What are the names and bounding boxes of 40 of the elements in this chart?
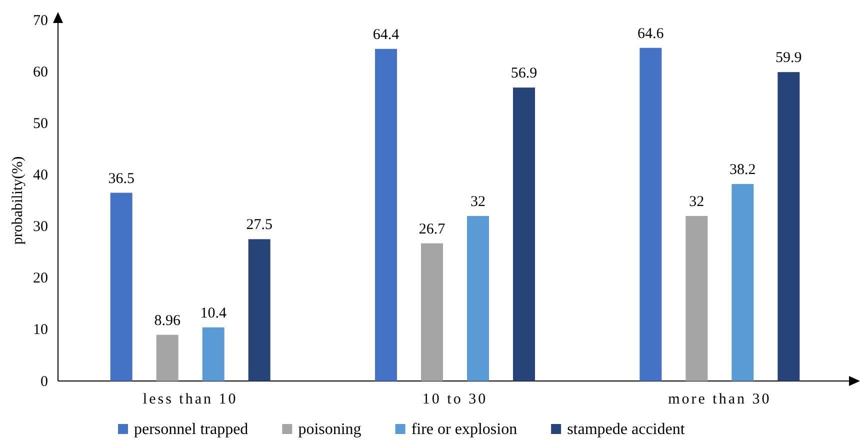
bar (467, 216, 489, 381)
data-label: 32 (470, 194, 486, 210)
legend-label: personnel trapped (134, 421, 248, 438)
y-tick-label: 70 (33, 12, 48, 29)
data-label: 10.4 (200, 305, 227, 322)
legend-label: stampede accident (567, 421, 686, 438)
bar (732, 184, 754, 381)
bar (421, 243, 443, 381)
bar (110, 192, 132, 381)
y-tick-label: 30 (33, 219, 48, 236)
data-label: 27.5 (246, 217, 272, 234)
legend-label: poisoning (298, 421, 362, 438)
y-tick-label: 40 (33, 168, 48, 184)
y-tick-label: 10 (33, 322, 48, 338)
data-label: 26.7 (418, 221, 446, 238)
data-label: 8.96 (154, 312, 181, 329)
bar (156, 334, 178, 381)
y-axis-title: probability(%) (10, 156, 26, 245)
bar (513, 88, 535, 381)
data-label: 36.5 (108, 170, 134, 187)
bar (248, 239, 270, 381)
data-label: 59.9 (776, 50, 802, 66)
bar (778, 72, 800, 381)
data-label: 56.9 (510, 66, 538, 82)
y-tick-label: 50 (33, 116, 48, 132)
y-tick-label: 60 (33, 64, 48, 80)
data-label: 64.4 (372, 26, 400, 43)
legend-label: fire or explosion (411, 421, 518, 438)
y-tick-label: 0 (40, 374, 48, 390)
bar (686, 216, 708, 381)
x-tick-label: less than 10 (142, 392, 238, 408)
y-tick-label: 20 (33, 270, 48, 287)
x-tick-label: more than 30 (668, 392, 772, 408)
data-label: 32 (689, 194, 704, 210)
data-label: 38.2 (730, 162, 756, 178)
bar (375, 48, 397, 381)
bar (202, 327, 224, 381)
x-tick-label: 10 to 30 (422, 392, 488, 408)
bar (640, 48, 662, 381)
data-label: 64.6 (638, 26, 664, 42)
